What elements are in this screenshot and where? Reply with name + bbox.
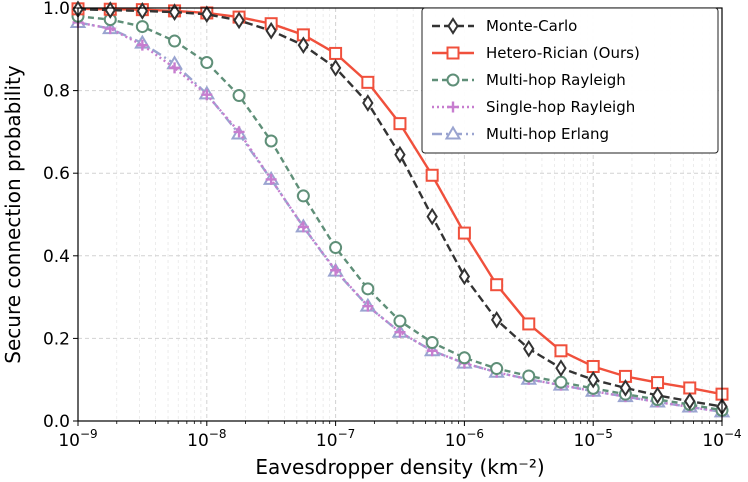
- diamond-marker: [329, 59, 342, 77]
- y-tick-label: 0.4: [43, 247, 70, 267]
- x-tick-label: 10−6: [445, 427, 484, 451]
- x-tick-label: 10−9: [58, 427, 97, 451]
- diamond-marker: [201, 5, 213, 24]
- circle-marker: [361, 282, 375, 296]
- diamond-marker: [447, 17, 459, 35]
- legend-label: Multi-hop Rayleigh: [486, 71, 626, 89]
- legend-label: Monte-Carlo: [486, 17, 577, 35]
- square-marker: [361, 75, 375, 89]
- circle-marker: [425, 336, 439, 350]
- y-tick-label: 0.0: [43, 412, 70, 432]
- y-axis-title: Secure connection probability: [1, 65, 25, 364]
- diamond-marker: [651, 386, 664, 405]
- circle-marker: [168, 34, 182, 48]
- plus-marker: [201, 89, 213, 101]
- diamond-marker: [426, 207, 438, 226]
- circle-marker: [200, 56, 214, 70]
- diamond-marker: [587, 370, 599, 389]
- legend: Monte-Carlo Hetero-Rician (Ours) Multi-hop…: [421, 7, 719, 154]
- plus-marker: [447, 101, 459, 113]
- circle-marker: [135, 20, 149, 34]
- square-marker: [522, 317, 536, 331]
- diamond-marker: [458, 267, 471, 286]
- diamond-marker: [394, 145, 406, 164]
- legend-label: Hetero-Rician (Ours): [486, 44, 640, 62]
- diamond-marker: [297, 36, 310, 55]
- diamond-marker: [490, 310, 503, 329]
- square-marker: [554, 344, 568, 358]
- x-tick-label: 10−4: [702, 427, 741, 451]
- plus-marker: [394, 326, 406, 338]
- axis-ticks: 10−9 10−8 10−7 10−6 10−5 10−4 0.0 0.2 0.4 0.6 0.8 1…: [43, 0, 742, 451]
- series-monte-carlo: [72, 0, 728, 416]
- circle-marker: [232, 89, 246, 103]
- square-marker: [683, 381, 697, 395]
- series-multi-hop-rayleigh: [71, 9, 729, 417]
- diamond-marker: [168, 3, 181, 21]
- plus-marker: [362, 300, 374, 312]
- plus-marker: [169, 62, 181, 74]
- square-marker: [446, 46, 460, 60]
- y-tick-label: 0.8: [43, 82, 70, 102]
- plus-marker: [136, 39, 148, 51]
- y-tick-label: 1.0: [43, 0, 70, 19]
- diamond-marker: [619, 379, 632, 397]
- circle-marker: [393, 314, 407, 328]
- plus-marker: [297, 221, 309, 233]
- square-marker: [329, 46, 343, 60]
- circle-marker: [264, 134, 278, 148]
- diamond-marker: [684, 392, 696, 411]
- square-marker: [425, 168, 439, 182]
- square-marker: [586, 359, 600, 373]
- x-tick-label: 10−8: [187, 427, 226, 451]
- diamond-marker: [362, 94, 374, 112]
- x-axis-title: Eavesdropper density (km⁻²): [255, 455, 544, 479]
- diamond-marker: [523, 339, 535, 358]
- square-marker: [393, 117, 407, 131]
- circle-marker: [554, 375, 568, 389]
- circle-marker: [296, 189, 310, 203]
- legend-frame: [421, 7, 719, 154]
- circle-marker: [446, 73, 460, 87]
- series-layer: [69, 0, 731, 418]
- diamond-marker: [555, 359, 567, 377]
- plus-marker: [233, 126, 245, 138]
- circle-marker: [329, 241, 343, 255]
- square-marker: [651, 376, 665, 390]
- circle-marker: [457, 351, 471, 365]
- diamond-marker: [233, 11, 245, 30]
- x-tick-label: 10−5: [574, 427, 613, 451]
- square-marker: [457, 226, 471, 240]
- plus-marker: [265, 173, 277, 185]
- plot-frame: [77, 7, 723, 422]
- y-tick-label: 0.6: [43, 164, 70, 184]
- series-line: [77, 21, 723, 414]
- legend-label: Single-hop Rayleigh: [486, 98, 635, 116]
- circle-marker: [490, 362, 504, 376]
- triangle-marker: [444, 125, 462, 140]
- plus-marker: [330, 264, 342, 276]
- x-tick-label: 10−7: [316, 427, 355, 451]
- y-tick-label: 0.2: [43, 329, 70, 349]
- square-marker: [490, 278, 504, 292]
- legend-label: Multi-hop Erlang: [486, 125, 609, 143]
- diamond-marker: [265, 21, 277, 40]
- circle-marker: [522, 369, 536, 383]
